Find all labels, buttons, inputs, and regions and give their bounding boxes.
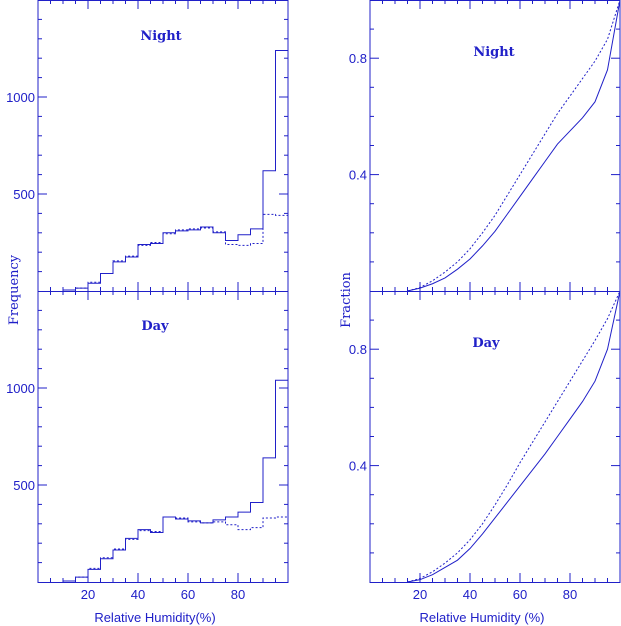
x-tick-label: 40 bbox=[463, 587, 477, 602]
plot-frame bbox=[37, 291, 289, 583]
cumulative-line-dotted bbox=[407, 290, 621, 583]
y-tick-label: 500 bbox=[13, 478, 35, 493]
y-tick-label: 0.8 bbox=[349, 342, 367, 357]
x-tick-label: 60 bbox=[181, 587, 195, 602]
x-tick-label: 60 bbox=[513, 587, 527, 602]
panel-title-day-fraction: Day bbox=[472, 336, 500, 351]
plot-frame bbox=[37, 0, 289, 292]
panel-title-night-frequency: Night bbox=[140, 29, 181, 44]
panel-day-fraction: Day 0.4 0.8 20 40 60 80 bbox=[349, 290, 621, 602]
y-tick-label: 1000 bbox=[6, 90, 35, 105]
panel-night-frequency: Night 500 1000 bbox=[6, 0, 289, 292]
panel-night-fraction: Night 0.4 0.8 bbox=[349, 0, 621, 292]
y-axis-label-frequency: Frequency bbox=[7, 254, 22, 325]
x-axis-label-left: Relative Humidity(%) bbox=[94, 610, 215, 625]
y-tick-label: 0.8 bbox=[349, 51, 367, 66]
histogram-solid bbox=[62, 49, 288, 291]
y-tick-label: 1000 bbox=[6, 381, 35, 396]
y-tick-label: 0.4 bbox=[349, 168, 367, 183]
y-tick-label: 500 bbox=[13, 187, 35, 202]
x-tick-label: 20 bbox=[81, 587, 95, 602]
histogram-solid bbox=[62, 379, 288, 582]
x-axis-label-right: Relative Humidity (%) bbox=[420, 610, 545, 625]
panel-title-night-fraction: Night bbox=[473, 45, 514, 60]
y-axis-label-fraction: Fraction bbox=[339, 271, 354, 327]
panel-title-day-frequency: Day bbox=[141, 319, 169, 334]
y-tick-label: 0.4 bbox=[349, 459, 367, 474]
cumulative-line-solid bbox=[407, 290, 621, 583]
x-tick-label: 40 bbox=[131, 587, 145, 602]
x-tick-label: 80 bbox=[231, 587, 245, 602]
histogram-dotted bbox=[62, 516, 288, 582]
x-tick-label: 80 bbox=[563, 587, 577, 602]
cumulative-line-dotted bbox=[407, 0, 621, 292]
cumulative-line-solid bbox=[407, 0, 621, 292]
panel-day-frequency: Day 500 1000 20 40 60 80 bbox=[6, 291, 289, 602]
x-tick-label: 20 bbox=[413, 587, 427, 602]
histogram-dotted bbox=[62, 213, 288, 291]
